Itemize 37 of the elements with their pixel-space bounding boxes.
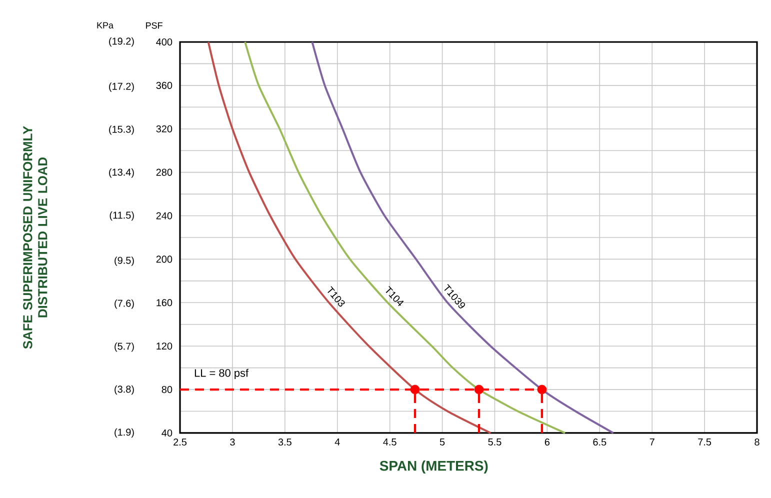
y-tick-label: 80 xyxy=(162,386,172,394)
y2-tick-label: (9.5) xyxy=(114,256,134,266)
x-tick-label: 7.5 xyxy=(698,438,712,446)
x-tick-label: 3 xyxy=(230,438,235,446)
y2-axis-title: SAFE SUPERIMPOSED UNIFORMLY DISTRIBUTED LIVE LOAD xyxy=(23,126,48,349)
y2-tick-label: (13.4) xyxy=(109,168,134,178)
y-tick-label: 200 xyxy=(156,256,172,263)
annotation: LL = 80 psf xyxy=(194,368,249,380)
x-tick-label: 4 xyxy=(334,438,340,446)
y2-tick-label: (5.7) xyxy=(114,342,134,352)
y2-tick-label: (15.3) xyxy=(109,125,134,135)
y-tick-label: 160 xyxy=(156,299,172,306)
x-tick-label: 2.5 xyxy=(174,438,187,446)
y2-tick-label: (1.9) xyxy=(114,428,134,438)
y-tick-label: 360 xyxy=(156,82,172,89)
y-axis-title: PSF xyxy=(146,22,162,29)
x-tick-label: 7 xyxy=(650,438,654,446)
x-tick-label: 8 xyxy=(754,438,760,446)
y-tick-label: 320 xyxy=(156,125,172,132)
y-tick-label: 40 xyxy=(162,429,172,437)
x-tick-label: 3.5 xyxy=(278,438,292,446)
y-tick-label: 120 xyxy=(156,342,172,350)
x-tick-label: 6.5 xyxy=(593,438,606,446)
y-tick-label: 400 xyxy=(156,38,172,46)
y2-tick-label: (19.2) xyxy=(109,37,134,47)
text: KPa xyxy=(97,22,114,28)
y2-tick-label: (3.8) xyxy=(114,385,134,395)
y2-tick-label: (7.6) xyxy=(114,300,134,309)
y2-tick-label: (11.5) xyxy=(110,211,134,221)
x-tick-label: 6 xyxy=(544,438,550,446)
x-tick-label: 5.5 xyxy=(488,438,502,446)
x-tick-label: 5 xyxy=(440,438,445,446)
x-axis-title: SPAN (METERS) xyxy=(380,460,488,474)
y-tick-label: 280 xyxy=(156,168,172,176)
x-tick-label: 4.5 xyxy=(383,438,396,446)
y-tick-label: 240 xyxy=(156,212,172,220)
y2-tick-label: (17.2) xyxy=(109,82,134,92)
